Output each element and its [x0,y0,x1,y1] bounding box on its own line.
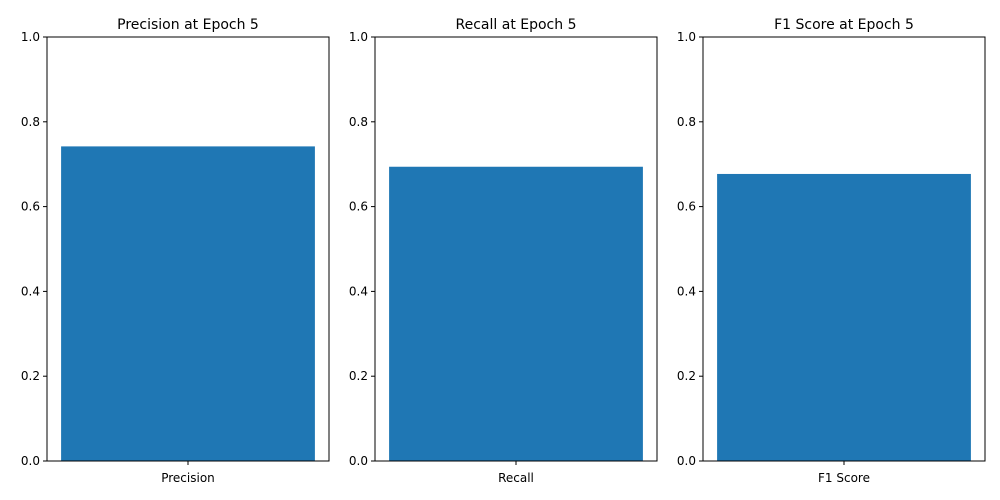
chart-title: Precision at Epoch 5 [117,17,259,33]
y-tick-label: 0.6 [349,200,368,214]
y-tick-label: 0.0 [677,454,696,468]
x-tick-label: Precision [161,471,215,485]
y-tick-label: 0.8 [677,115,696,129]
y-tick-label: 0.2 [21,369,40,383]
axes-frame [46,36,330,462]
axes-frame [374,36,658,462]
y-tick-label: 0.2 [677,369,696,383]
axes-frame [702,36,986,462]
y-tick-label: 0.0 [21,454,40,468]
bar-precision [61,146,315,461]
chart-panel-2: 0.0 0.2 0.4 0.6 0.8 1.0 Recall Recall at Epoch … [349,17,658,485]
y-tick-label: 0.4 [677,284,696,298]
y-tick-label: 0.6 [21,200,40,214]
y-tick-label: 1.0 [677,30,696,44]
chart-panel-3: 0.0 0.2 0.4 0.6 0.8 1.0 F1 Score F1 Score at Ep… [677,17,986,485]
y-tick-label: 0.6 [677,200,696,214]
y-tick-label: 0.8 [21,115,40,129]
x-tick-label: Recall [498,471,534,485]
x-tick-label: F1 Score [818,471,870,485]
y-tick-label: 0.2 [349,369,368,383]
y-tick-label: 1.0 [21,30,40,44]
bar-f1-score [717,173,971,461]
y-tick-label: 1.0 [349,30,368,44]
y-tick-label: 0.8 [349,115,368,129]
y-tick-label: 0.0 [349,454,368,468]
y-tick-label: 0.4 [349,284,368,298]
y-tick-label: 0.4 [21,284,40,298]
chart-panel-1: 0.0 0.2 0.4 0.6 0.8 1.0 Precision Precision at … [21,17,330,485]
bar-recall [389,166,643,461]
chart-title: Recall at Epoch 5 [456,17,577,33]
chart-title: F1 Score at Epoch 5 [774,17,914,33]
